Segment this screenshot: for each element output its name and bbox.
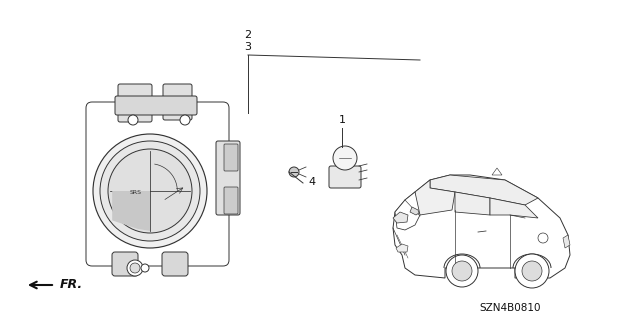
Text: SZN4B0810: SZN4B0810 <box>479 303 541 313</box>
FancyBboxPatch shape <box>224 144 238 171</box>
Circle shape <box>93 134 207 248</box>
Text: 1: 1 <box>339 115 346 125</box>
Circle shape <box>180 115 190 125</box>
FancyBboxPatch shape <box>224 187 238 214</box>
FancyBboxPatch shape <box>329 166 361 188</box>
Text: 4: 4 <box>308 177 315 187</box>
FancyBboxPatch shape <box>163 84 192 120</box>
Circle shape <box>108 149 192 233</box>
Polygon shape <box>430 175 538 205</box>
Circle shape <box>522 261 542 281</box>
FancyBboxPatch shape <box>112 252 138 276</box>
FancyBboxPatch shape <box>86 102 229 266</box>
Polygon shape <box>396 244 408 252</box>
Polygon shape <box>455 192 490 215</box>
FancyBboxPatch shape <box>115 96 197 115</box>
Circle shape <box>333 146 357 170</box>
Polygon shape <box>492 168 502 175</box>
Polygon shape <box>415 180 455 215</box>
Polygon shape <box>563 235 570 248</box>
Polygon shape <box>393 212 408 223</box>
Circle shape <box>128 115 138 125</box>
Circle shape <box>127 260 143 276</box>
Circle shape <box>446 255 478 287</box>
Text: FR.: FR. <box>60 278 83 292</box>
Circle shape <box>538 233 548 243</box>
Text: SRS: SRS <box>130 190 142 196</box>
Polygon shape <box>395 192 420 230</box>
Circle shape <box>289 167 299 177</box>
Text: 3: 3 <box>244 42 252 52</box>
Circle shape <box>141 264 149 272</box>
Polygon shape <box>112 191 150 231</box>
FancyBboxPatch shape <box>216 141 240 215</box>
Circle shape <box>452 261 472 281</box>
Polygon shape <box>410 207 419 215</box>
Circle shape <box>515 254 549 288</box>
Circle shape <box>100 141 200 241</box>
Text: 2: 2 <box>244 30 252 40</box>
FancyBboxPatch shape <box>118 84 152 122</box>
Circle shape <box>130 263 140 273</box>
FancyBboxPatch shape <box>162 252 188 276</box>
Polygon shape <box>393 175 570 278</box>
Polygon shape <box>490 198 538 218</box>
